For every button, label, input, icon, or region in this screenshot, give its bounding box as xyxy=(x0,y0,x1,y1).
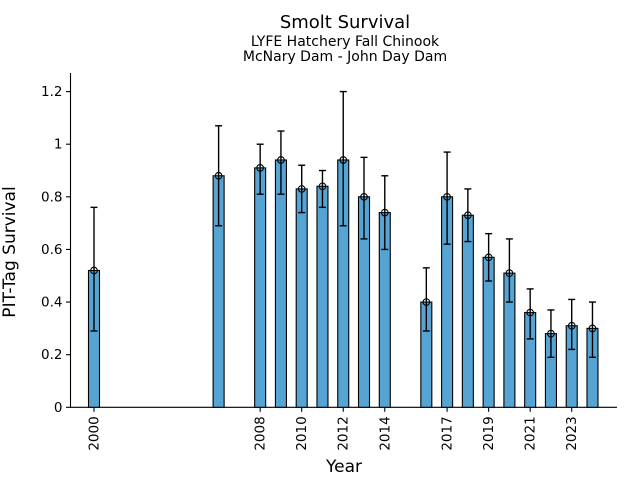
y-tick-label-1: 1 xyxy=(54,137,63,153)
point-marker-2020 xyxy=(505,269,514,277)
y-axis-label: PIT-Tag Survival xyxy=(0,186,20,317)
point-marker-2011 xyxy=(318,182,327,191)
point-marker-2000 xyxy=(90,266,98,275)
x-tick-label-2021: 2021 xyxy=(523,416,539,450)
point-marker-2019 xyxy=(484,253,493,262)
point-marker-2022 xyxy=(547,329,555,338)
y-tick-label-1.2: 1.2 xyxy=(41,84,62,100)
point-marker-2023 xyxy=(567,321,576,330)
bar-2011 xyxy=(316,185,329,408)
x-tick-label-2008: 2008 xyxy=(253,416,269,450)
x-tick-label-2023: 2023 xyxy=(564,416,580,450)
point-marker-2012 xyxy=(339,156,348,164)
point-marker-2014 xyxy=(380,208,389,217)
point-marker-2009 xyxy=(277,156,285,164)
y-tick-label-0.2: 0.2 xyxy=(41,347,62,363)
point-marker-2018 xyxy=(464,211,472,220)
point-marker-2006 xyxy=(214,171,223,180)
x-tick-label-2010: 2010 xyxy=(294,416,310,450)
chart-subtitle-line1: LYFE Hatchery Fall Chinook xyxy=(251,34,440,50)
x-tick-label-2012: 2012 xyxy=(336,416,352,450)
point-marker-2008 xyxy=(256,164,265,172)
point-marker-2016 xyxy=(422,298,431,306)
plot-area: 0 0.2 0.4 0.6 0.8 1 1.2 2000 2008 2010 2012 2014 201… xyxy=(41,73,617,451)
bar-2018 xyxy=(461,214,474,408)
x-tick-label-2019: 2019 xyxy=(481,416,497,450)
point-marker-2013 xyxy=(360,192,368,201)
x-tick-label-2017: 2017 xyxy=(440,416,456,450)
bar-2010 xyxy=(295,188,308,408)
point-marker-2021 xyxy=(526,308,535,317)
chart-title: Smolt Survival xyxy=(280,12,410,33)
x-tick-label-2014: 2014 xyxy=(377,416,393,450)
chart-subtitle-line2: McNary Dam - John Day Dam xyxy=(243,49,447,65)
point-marker-2010 xyxy=(297,185,306,193)
y-tick-label-0: 0 xyxy=(54,400,63,416)
point-marker-2017 xyxy=(443,192,451,201)
y-tick-label-0.8: 0.8 xyxy=(41,189,62,205)
point-marker-2024 xyxy=(588,324,597,333)
y-tick-label-0.6: 0.6 xyxy=(41,242,62,258)
bar-2008 xyxy=(254,167,267,408)
bar-2009 xyxy=(274,159,287,408)
y-tick-label-0.4: 0.4 xyxy=(41,295,62,311)
x-axis-label: Year xyxy=(325,457,362,477)
x-tick-label-2000: 2000 xyxy=(87,416,103,450)
